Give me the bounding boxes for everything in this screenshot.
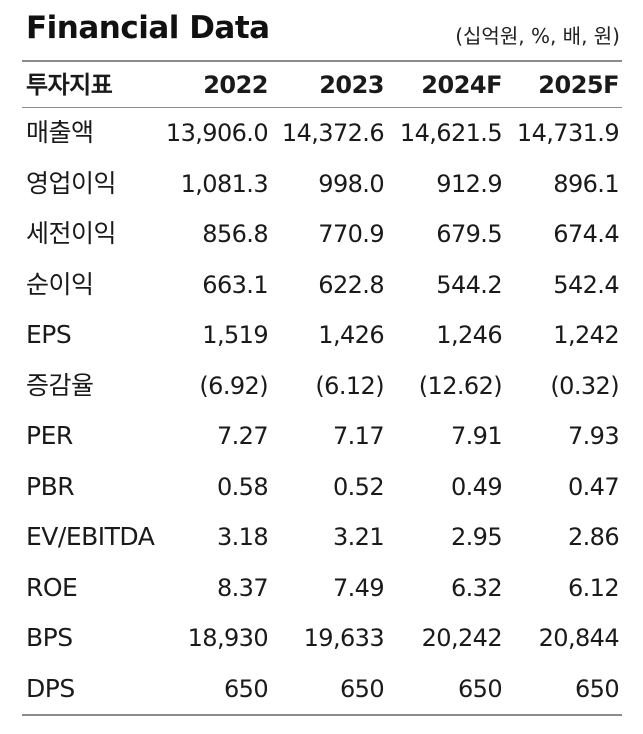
- table-cell: 650: [339, 674, 385, 703]
- table-header: 투자지표 2022 2023 2024F 2025F: [22, 62, 622, 108]
- column-header-2023: 2023: [319, 71, 384, 99]
- page-title: Financial Data: [26, 10, 270, 46]
- table-cell: 20,242: [421, 624, 503, 652]
- bottom-divider: [22, 714, 622, 716]
- row-label: EV/EBITDA: [26, 522, 155, 551]
- table-cell: 7.93: [567, 422, 620, 450]
- table-cell: 1,426: [318, 321, 384, 349]
- table-cell: 998.0: [318, 169, 384, 198]
- table-cell: 8.37: [216, 573, 269, 602]
- table-row: 매출액 13,906.0 14,372.6 14,621.5 14,731.9: [22, 108, 622, 158]
- panel-header: Financial Data (십억원, %, 배, 원): [22, 0, 622, 62]
- column-header-indicator: 투자지표: [26, 71, 113, 99]
- table-row: EV/EBITDA 3.18 3.21 2.95 2.86: [22, 512, 622, 562]
- table-cell: 0.47: [567, 472, 620, 501]
- table-cell: 650: [457, 674, 503, 703]
- table-cell: 7.49: [332, 573, 385, 602]
- table-cell: (6.92): [199, 371, 268, 400]
- table-cell: 2.86: [567, 523, 620, 551]
- table-cell: 7.27: [216, 422, 269, 450]
- table-row: 세전이익 856.8 770.9 679.5 674.4: [22, 209, 622, 259]
- table-cell: 18,930: [187, 624, 269, 652]
- table-row: PBR 0.58 0.52 0.49 0.47: [22, 462, 622, 512]
- table-row: BPS 18,930 19,633 20,242 20,844: [22, 613, 622, 663]
- table-row: 순이익 663.1 622.8 544.2 542.4: [22, 260, 622, 310]
- table-cell: 856.8: [202, 220, 268, 248]
- table-cell: 912.9: [436, 169, 502, 198]
- unit-note: (십억원, %, 배, 원): [455, 24, 620, 48]
- table-cell: 6.32: [450, 573, 503, 602]
- table-cell: 770.9: [318, 220, 384, 248]
- table-row: ROE 8.37 7.49 6.32 6.12: [22, 563, 622, 613]
- table-cell: 7.17: [332, 422, 385, 450]
- row-label: 세전이익: [26, 219, 117, 248]
- row-label: PBR: [26, 471, 75, 501]
- table-cell: 2.95: [450, 523, 503, 551]
- table-cell: 544.2: [436, 270, 502, 299]
- table-cell: 896.1: [553, 169, 619, 198]
- table-cell: 14,731.9: [516, 119, 620, 147]
- table-cell: 7.91: [450, 422, 503, 450]
- table-cell: 0.49: [450, 472, 503, 501]
- financial-data-panel: Financial Data (십억원, %, 배, 원) 투자지표 2022 …: [22, 0, 622, 734]
- table-cell: 20,844: [538, 624, 620, 652]
- table-cell: 13,906.0: [165, 119, 269, 147]
- table-row: DPS 650 650 650 650: [22, 664, 622, 714]
- column-header-2024f: 2024F: [421, 71, 502, 99]
- table-cell: (0.32): [550, 371, 619, 400]
- column-header-2025f: 2025F: [538, 71, 619, 99]
- table-row: PER 7.27 7.17 7.91 7.93: [22, 411, 622, 461]
- table-cell: 1,242: [553, 321, 619, 349]
- row-label: 매출액: [26, 118, 94, 147]
- table-cell: 3.18: [216, 523, 269, 551]
- row-label: 순이익: [26, 269, 94, 299]
- table-cell: 0.58: [216, 472, 269, 501]
- table-row: 영업이익 1,081.3 998.0 912.9 896.1: [22, 159, 622, 209]
- row-label: BPS: [26, 623, 73, 652]
- table-cell: 19,633: [303, 624, 385, 652]
- table-cell: 1,081.3: [180, 169, 269, 198]
- table-cell: 1,246: [436, 321, 502, 349]
- table-cell: 650: [574, 674, 620, 703]
- table-cell: 542.4: [553, 270, 619, 299]
- table-row: EPS 1,519 1,426 1,246 1,242: [22, 310, 622, 360]
- table-cell: 3.21: [332, 523, 385, 551]
- table-cell: 622.8: [318, 270, 384, 299]
- row-label: PER: [26, 421, 73, 450]
- row-label: DPS: [26, 673, 75, 703]
- table-cell: 0.52: [332, 472, 385, 501]
- row-label: 증감율: [26, 370, 94, 400]
- table-cell: 6.12: [567, 573, 620, 602]
- header-divider: [22, 107, 622, 108]
- table-cell: 650: [223, 674, 269, 703]
- table-cell: 679.5: [436, 220, 502, 248]
- table-row: 증감율 (6.92) (6.12) (12.62) (0.32): [22, 361, 622, 411]
- row-label: ROE: [26, 572, 78, 602]
- column-header-2022: 2022: [203, 71, 268, 99]
- table-cell: 663.1: [202, 270, 268, 299]
- table-cell: 1,519: [202, 321, 268, 349]
- table-cell: 674.4: [553, 220, 619, 248]
- table-cell: 14,621.5: [399, 119, 503, 147]
- table-cell: 14,372.6: [281, 119, 385, 147]
- table-cell: (12.62): [418, 371, 503, 400]
- row-label: 영업이익: [26, 168, 117, 198]
- table-cell: (6.12): [315, 371, 384, 400]
- row-label: EPS: [26, 320, 72, 349]
- top-divider: [22, 60, 622, 62]
